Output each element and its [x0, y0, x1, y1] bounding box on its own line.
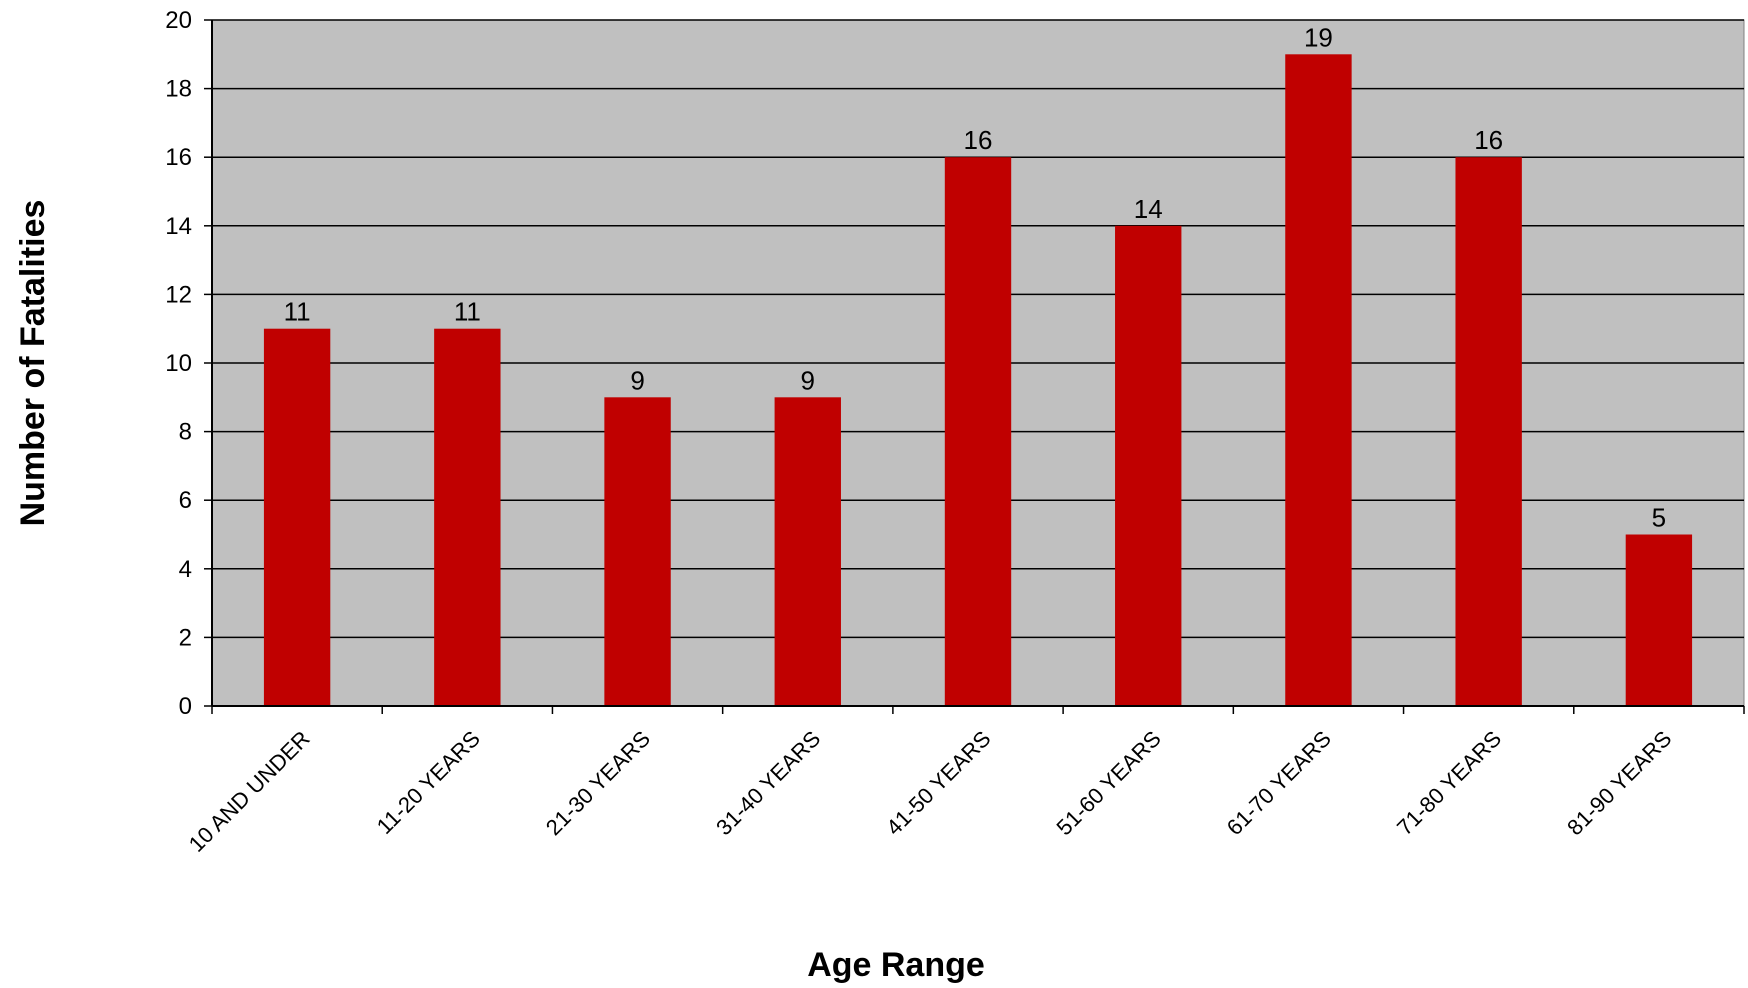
- y-tick-label: 2: [179, 624, 192, 651]
- data-label: 11: [454, 297, 481, 327]
- bar: [1285, 54, 1352, 707]
- x-tick-label: 41-50 YEARS: [881, 726, 995, 840]
- x-tick-label: 61-70 YEARS: [1222, 726, 1336, 840]
- bar: [434, 328, 501, 706]
- y-tick-label: 14: [165, 213, 192, 240]
- x-tick-label: 51-60 YEARS: [1052, 726, 1166, 840]
- bar: [774, 397, 841, 706]
- x-tick-label: 31-40 YEARS: [711, 726, 825, 840]
- bar: [1625, 534, 1693, 706]
- x-tick-label: 81-90 YEARS: [1562, 726, 1676, 840]
- bar: [1455, 157, 1522, 706]
- bar: [944, 157, 1012, 706]
- y-tick-label: 18: [165, 76, 192, 103]
- bar: [1115, 225, 1182, 707]
- data-label: 11: [284, 297, 311, 327]
- y-tick-label: 8: [179, 419, 192, 446]
- bar: [263, 328, 331, 706]
- x-tick-label: 21-30 YEARS: [541, 726, 655, 840]
- x-axis-ticks: 10 AND UNDER 11-20 YEARS 21-30 YEARS 31-40 …: [184, 706, 1745, 857]
- data-label: 16: [964, 125, 993, 155]
- data-label: 16: [1474, 125, 1503, 155]
- x-axis-title: Age Range: [807, 946, 985, 984]
- data-label: 9: [801, 365, 815, 395]
- y-tick-label: 20: [165, 7, 192, 34]
- y-tick-label: 4: [179, 556, 192, 583]
- y-tick-label: 12: [165, 281, 192, 308]
- y-axis-ticks: 0 2 4 6 8 10 12 14 16 18 20: [165, 7, 212, 720]
- y-tick-label: 0: [179, 693, 192, 720]
- bar: [604, 397, 671, 706]
- data-label: 5: [1652, 503, 1666, 533]
- y-tick-label: 16: [165, 144, 192, 171]
- y-tick-label: 6: [179, 487, 192, 514]
- y-axis-title: Number of Fatalities: [14, 200, 52, 527]
- data-label: 9: [630, 365, 644, 395]
- y-tick-label: 10: [165, 350, 192, 377]
- x-tick-label: 71-80 YEARS: [1392, 726, 1506, 840]
- x-tick-label: 11-20 YEARS: [372, 726, 485, 839]
- bars: 11 11 9 9 16 14 19 16 5: [263, 22, 1693, 707]
- data-label: 14: [1134, 194, 1163, 224]
- x-tick-label: 10 AND UNDER: [184, 726, 315, 857]
- data-label: 19: [1304, 22, 1333, 52]
